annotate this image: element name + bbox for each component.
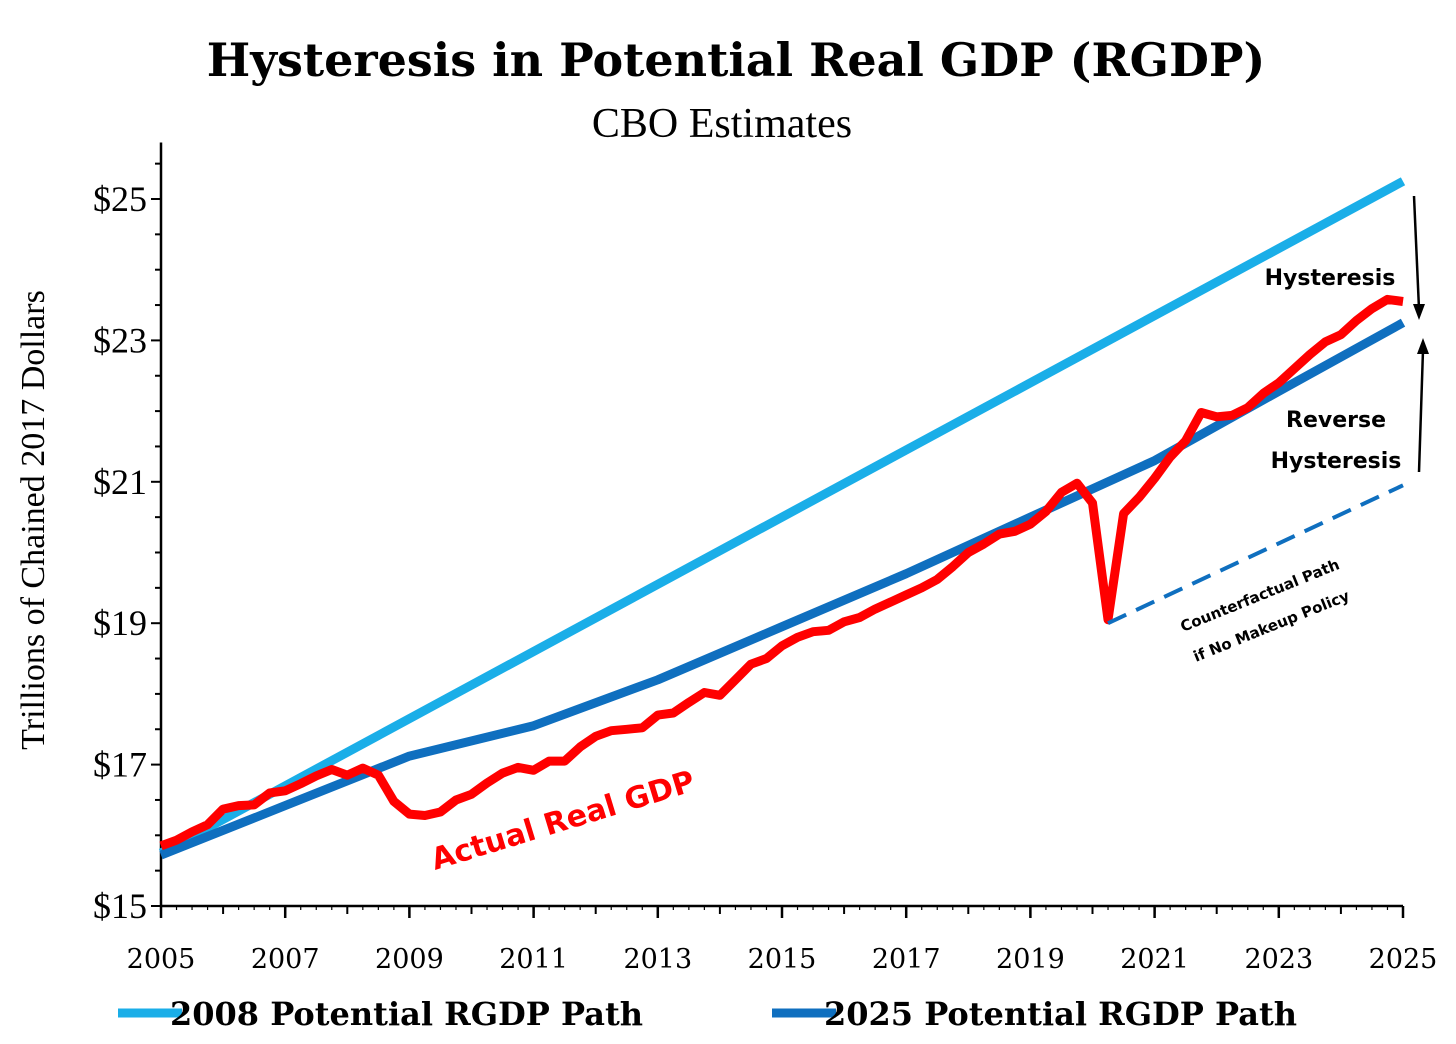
x-tick-label: 2017	[872, 944, 941, 975]
chart-title: Hysteresis in Potential Real GDP (RGDP)	[207, 33, 1265, 87]
x-tick-label: 2005	[127, 944, 196, 975]
y-tick-label: $25	[93, 179, 147, 219]
actual-gdp-label: Actual Real GDP	[427, 764, 699, 877]
y-tick-label: $17	[93, 745, 147, 785]
hysteresis-arrow-down	[1412, 195, 1425, 320]
x-tick-label: 2009	[375, 944, 444, 975]
legend: 2008 Potential RGDP Path 2025 Potential R…	[118, 995, 1297, 1033]
y-tick-label: $23	[93, 320, 147, 360]
legend-label: 2008 Potential RGDP Path	[170, 995, 643, 1033]
counterfactual-path-line	[1107, 483, 1404, 626]
chart-subtitle: CBO Estimates	[592, 101, 852, 147]
series-layer	[158, 177, 1406, 860]
x-tick-label: 2013	[623, 944, 692, 975]
x-tick-label: 2015	[748, 944, 817, 975]
series-actual-gdp-line	[159, 294, 1404, 851]
series-2008-potential-line	[158, 177, 1406, 857]
x-tick-label: 2021	[1120, 944, 1189, 975]
y-tick-label: $15	[93, 886, 147, 926]
x-tick-label: 2011	[499, 944, 568, 975]
reverse-hysteresis-label-line2: Hysteresis	[1271, 449, 1402, 474]
x-tick-label: 2019	[996, 944, 1065, 975]
reverse-hysteresis-label-line1: Reverse	[1286, 408, 1386, 433]
y-tick-label: $19	[93, 603, 147, 643]
reverse-hysteresis-arrow-up	[1417, 338, 1429, 473]
x-tick-label: 2023	[1244, 944, 1313, 975]
axes: $15 $17 $19 $21 $23 $25 2005 2007 2009 2011 2013 20…	[93, 142, 1437, 975]
y-axis-label: Trillions of Chained 2017 Dollars	[15, 290, 52, 750]
x-tick-label: 2007	[251, 944, 320, 975]
hysteresis-label: Hysteresis	[1265, 266, 1396, 291]
y-tick-label: $21	[93, 462, 147, 502]
x-tick-label: 2025	[1369, 944, 1438, 975]
legend-label: 2025 Potential RGDP Path	[824, 995, 1297, 1033]
